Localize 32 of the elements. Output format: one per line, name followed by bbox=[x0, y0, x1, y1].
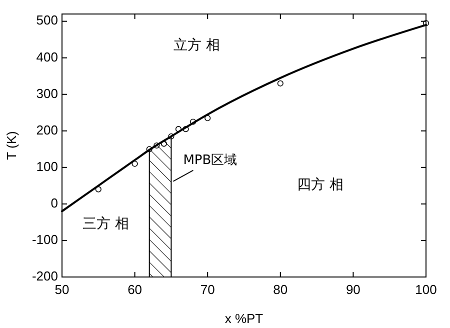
band-label: MPB区域 bbox=[183, 152, 238, 168]
x-tick-label: 80 bbox=[273, 282, 288, 297]
x-tick-label: 60 bbox=[128, 282, 142, 297]
y-tick-label: 400 bbox=[36, 49, 58, 64]
annotation: 四方 相 bbox=[297, 176, 344, 193]
y-axis-title: T (K) bbox=[4, 131, 19, 160]
point bbox=[132, 160, 138, 167]
y-tick-label: 500 bbox=[36, 12, 58, 28]
point bbox=[277, 80, 284, 86]
annotation: 立方 相 bbox=[173, 37, 220, 54]
point bbox=[154, 142, 160, 149]
point bbox=[175, 126, 182, 132]
x-tick-label: 100 bbox=[415, 282, 437, 297]
x-axis-title: x %PT bbox=[224, 311, 264, 326]
point bbox=[168, 133, 174, 140]
point bbox=[182, 126, 189, 132]
y-tick-label: -200 bbox=[32, 268, 58, 284]
point bbox=[422, 20, 430, 26]
y-tick-label: -100 bbox=[32, 232, 58, 247]
annotation: 三方 相 bbox=[82, 216, 129, 232]
y-tick-label: 300 bbox=[36, 86, 58, 101]
point bbox=[160, 140, 167, 147]
x-tick-label: 90 bbox=[346, 282, 360, 297]
x-tick-label: 50 bbox=[54, 282, 70, 297]
y-tick-label: 100 bbox=[36, 158, 58, 174]
point bbox=[95, 186, 102, 192]
y-tick-label: 200 bbox=[36, 122, 58, 138]
point bbox=[146, 146, 152, 152]
x-tick-label: 70 bbox=[200, 282, 215, 297]
y-tick-label: 0 bbox=[50, 195, 58, 210]
point bbox=[190, 118, 196, 125]
point bbox=[204, 115, 211, 122]
